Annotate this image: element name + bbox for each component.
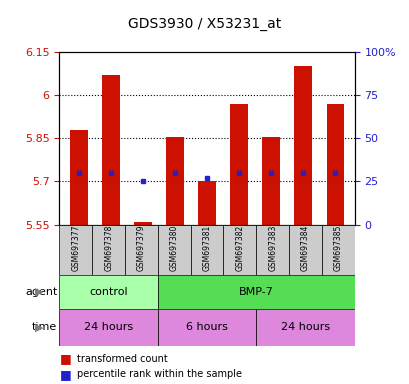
Bar bbox=[92, 225, 125, 275]
Bar bbox=[190, 225, 223, 275]
Bar bbox=[326, 104, 344, 225]
Text: ■: ■ bbox=[59, 353, 71, 366]
Text: GSM697383: GSM697383 bbox=[267, 224, 276, 271]
Text: GSM697380: GSM697380 bbox=[169, 224, 178, 271]
Text: 24 hours: 24 hours bbox=[280, 322, 329, 333]
Bar bbox=[288, 225, 321, 275]
Text: ▶: ▶ bbox=[35, 322, 43, 333]
Bar bbox=[256, 225, 288, 275]
Bar bbox=[134, 222, 151, 225]
Text: ▶: ▶ bbox=[35, 287, 43, 297]
Text: GSM697385: GSM697385 bbox=[333, 224, 342, 271]
Bar bbox=[198, 180, 216, 225]
Text: 6 hours: 6 hours bbox=[186, 322, 227, 333]
Bar bbox=[125, 225, 157, 275]
Bar bbox=[294, 66, 311, 225]
Text: GSM697381: GSM697381 bbox=[202, 224, 211, 271]
Text: ■: ■ bbox=[59, 368, 71, 381]
Bar bbox=[157, 225, 190, 275]
Bar bbox=[102, 75, 119, 225]
Bar bbox=[256, 309, 354, 346]
Bar bbox=[59, 225, 92, 275]
Text: control: control bbox=[89, 287, 128, 297]
Text: agent: agent bbox=[25, 287, 57, 297]
Text: GSM697384: GSM697384 bbox=[300, 224, 309, 271]
Bar bbox=[157, 309, 256, 346]
Bar bbox=[157, 275, 354, 309]
Bar bbox=[59, 275, 157, 309]
Text: GSM697382: GSM697382 bbox=[235, 224, 244, 271]
Text: transformed count: transformed count bbox=[76, 354, 167, 364]
Text: BMP-7: BMP-7 bbox=[238, 287, 273, 297]
Bar bbox=[223, 225, 256, 275]
Bar bbox=[321, 225, 354, 275]
Text: percentile rank within the sample: percentile rank within the sample bbox=[76, 369, 241, 379]
Text: time: time bbox=[32, 322, 57, 333]
Text: GDS3930 / X53231_at: GDS3930 / X53231_at bbox=[128, 17, 281, 31]
Text: GSM697379: GSM697379 bbox=[137, 224, 146, 271]
Bar bbox=[262, 137, 279, 225]
Bar bbox=[230, 104, 247, 225]
Text: GSM697378: GSM697378 bbox=[104, 224, 113, 271]
Text: 24 hours: 24 hours bbox=[84, 322, 133, 333]
Bar bbox=[166, 137, 183, 225]
Bar bbox=[59, 309, 157, 346]
Text: GSM697377: GSM697377 bbox=[71, 224, 80, 271]
Bar bbox=[70, 129, 87, 225]
